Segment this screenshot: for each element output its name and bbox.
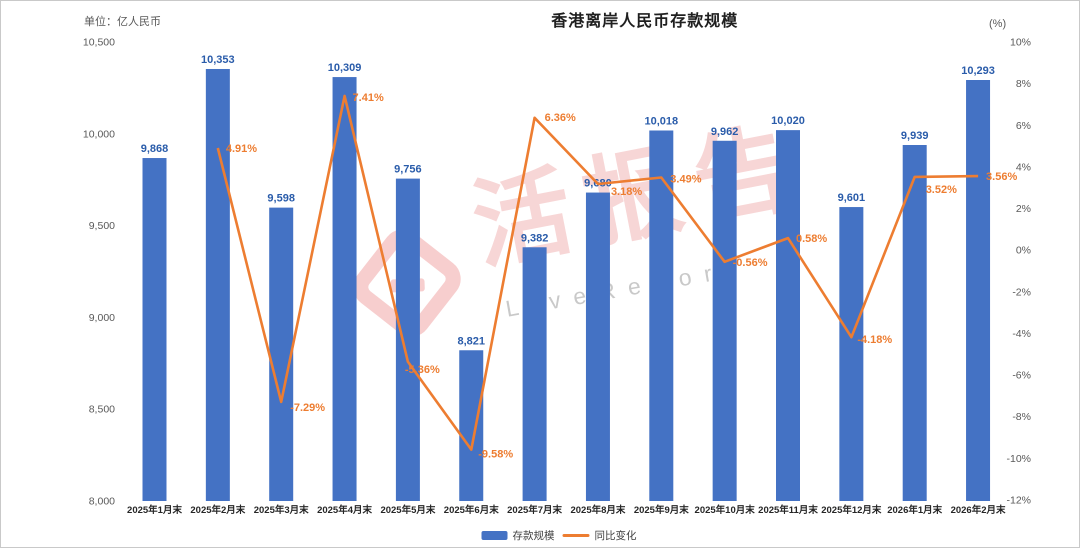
y-axis-tick-left: 10,500 [83,37,115,49]
line-value-label: 3.52% [926,184,957,196]
bar [585,192,610,501]
bar-value-label: 10,293 [961,65,995,77]
x-axis-label: 2025年11月末 [758,504,818,516]
bar [776,130,800,502]
bar [205,68,230,501]
line-value-label: -7.29% [290,402,325,414]
bar [712,140,737,501]
bar [269,207,294,502]
y-axis-tick-right: -8% [1012,411,1031,423]
x-axis-label: 2025年8月末 [570,504,625,516]
line-value-label: -5.36% [405,364,440,376]
bar-value-label: 10,353 [201,54,235,66]
bar [522,247,547,501]
line-value-label: 3.18% [611,186,642,198]
line-value-label: 7.41% [353,92,384,104]
x-axis-label: 2025年12月末 [821,504,882,516]
x-axis-label: 2025年9月末 [634,504,689,516]
y-axis-tick-right: 0% [1016,245,1031,257]
trend-line [216,94,979,451]
x-axis-label: 2025年6月末 [444,504,499,516]
bar-value-label: 9,382 [521,232,549,244]
x-axis-label: 2025年4月末 [317,504,372,516]
x-axis-label: 2025年7月末 [507,504,562,516]
legend-bar-label: 存款规模 [512,530,555,542]
line-value-label: 3.49% [670,174,701,186]
y-axis-tick-right: 6% [1016,120,1031,132]
bar-value-label: 9,598 [267,193,295,205]
left-axis-unit-label: 单位：亿人民币 [84,16,161,28]
y-axis-tick-left: 8,000 [89,496,115,508]
x-axis-label: 2025年5月末 [380,504,435,516]
legend-item-bar: 存款规模 [481,528,555,543]
bar-value-label: 9,962 [711,126,739,138]
y-axis-tick-right: 8% [1016,78,1031,90]
bar-value-label: 9,601 [838,192,866,204]
line-value-label: -9.58% [478,449,513,461]
line-value-label: 6.36% [545,112,576,124]
bar [839,207,864,501]
legend-line-label: 同比变化 [594,530,637,542]
bar-value-label: 9,756 [394,164,422,176]
x-axis-label: 2026年2月末 [951,504,1006,516]
y-axis-tick-left: 9,500 [89,220,115,232]
bar-value-label: 9,939 [901,130,929,142]
chart-legend: 存款规模 同比变化 [481,528,637,543]
bar [459,350,484,501]
bar-value-label: 8,821 [457,335,485,347]
bar-value-label: 10,018 [644,115,678,127]
bar [332,77,357,501]
x-axis-label: 2025年10月末 [695,504,756,516]
x-axis-label: 2025年2月末 [190,504,245,516]
y-axis-tick-right: -6% [1012,370,1031,382]
x-axis-label: 2025年1月末 [127,504,182,516]
y-axis-tick-left: 8,500 [89,404,115,416]
chart-title: 香港离岸人民币存款规模 [551,13,739,30]
y-axis-tick-right: 4% [1016,161,1031,173]
line-value-label: -0.56% [733,257,768,269]
bar-value-label: 10,309 [328,62,362,74]
line-value-label: 0.58% [796,233,827,245]
y-axis-tick-right: 10% [1010,37,1031,49]
x-axis-label: 2025年3月末 [254,504,309,516]
legend-item-line: 同比变化 [562,528,637,543]
bar [142,158,167,501]
bar [966,80,991,502]
x-axis-label: 2026年1月末 [887,504,942,516]
y-axis-tick-right: 2% [1016,203,1031,215]
bar [649,130,674,502]
bar-value-label: 10,020 [771,115,805,127]
line-value-label: -4.18% [857,334,892,346]
y-axis-tick-right: -4% [1012,328,1031,340]
bar [902,144,927,501]
y-axis-tick-right: -12% [1006,495,1031,507]
bar-series-swatch-icon [481,531,508,540]
right-axis-unit-label: (%) [989,18,1007,30]
bar [395,178,420,502]
y-axis-tick-right: -2% [1012,286,1031,298]
line-value-label: 3.56% [986,171,1017,183]
bar-value-label: 9,868 [141,143,169,155]
line-series-swatch-icon [562,534,590,537]
y-axis-tick-left: 10,000 [83,128,115,140]
y-axis-tick-left: 9,000 [89,312,115,324]
line-value-label: 4.91% [226,143,257,155]
y-axis-tick-right: -10% [1006,453,1031,465]
